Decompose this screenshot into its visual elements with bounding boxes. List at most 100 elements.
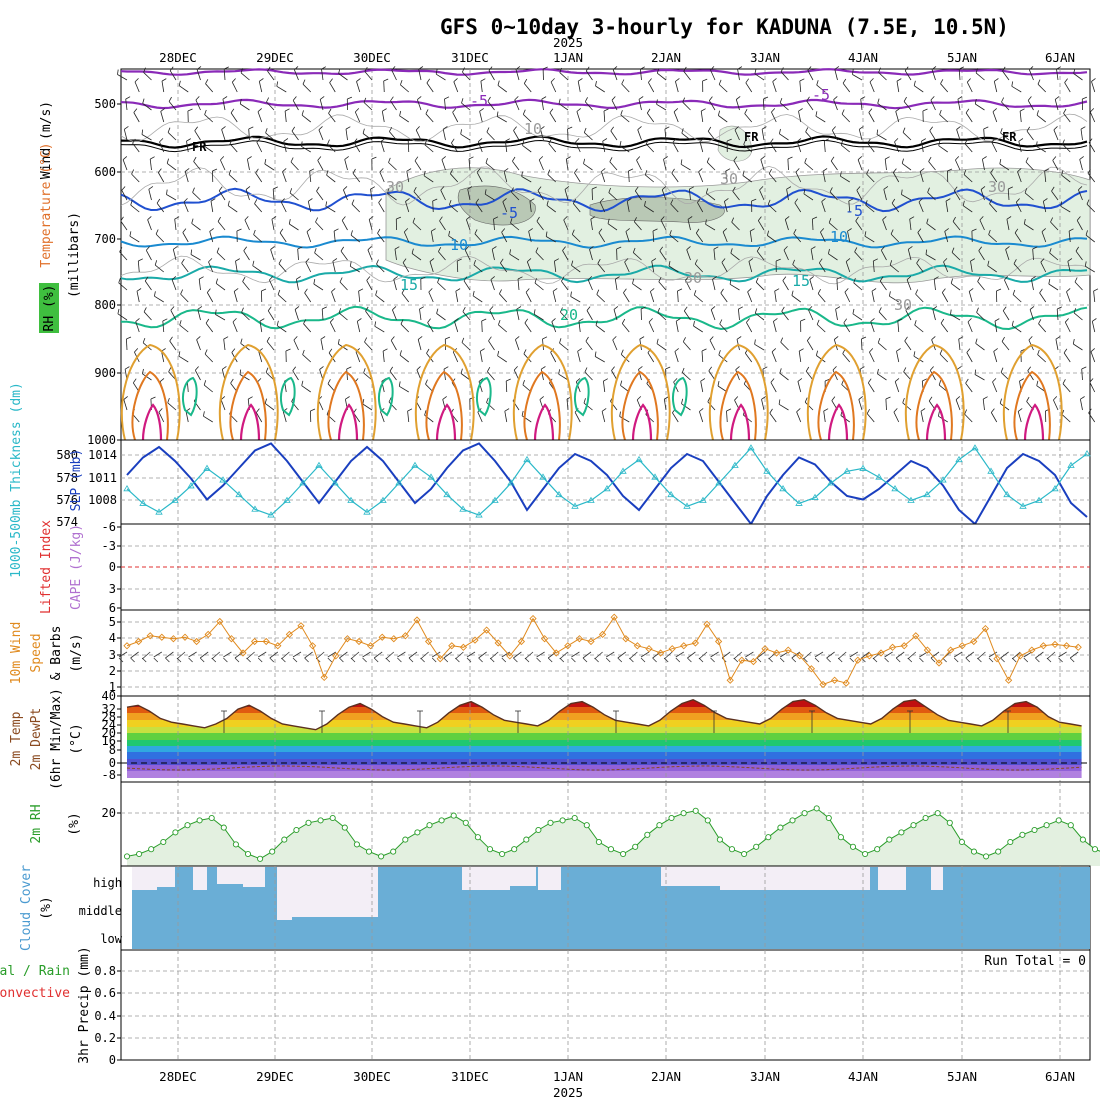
thickness-point (827, 479, 835, 486)
wind-barb-flag (585, 336, 589, 342)
wind-barb-flag (908, 246, 913, 250)
wind-barb-flag (1082, 96, 1088, 100)
wind-barb (392, 309, 397, 321)
label-thickness: 1000-500mb Thickness (dm) (9, 382, 24, 578)
wind-barb (975, 72, 985, 81)
wind-barb (664, 129, 667, 141)
rh-point (753, 843, 760, 850)
wind-barb (271, 219, 275, 231)
wind-barb (1036, 145, 1046, 153)
date-label-bottom: 30DEC (353, 1069, 391, 1084)
wind-barb (387, 193, 397, 201)
wind-barb (903, 371, 912, 381)
wind-barb (1061, 174, 1071, 183)
contour-30 (523, 370, 561, 441)
wind-barb (234, 651, 244, 659)
wind-barb-flag (804, 397, 808, 403)
wind-barb (731, 221, 740, 231)
wind-barb-flag (265, 128, 268, 134)
wind-barb-flag (523, 349, 527, 354)
wind-barb (955, 399, 961, 411)
wind-barb-flag (659, 246, 664, 252)
wind-barb-flag (215, 278, 218, 284)
rh-point (438, 817, 445, 824)
axis-tick-label: 0 (109, 756, 116, 770)
axis-tick-label: 0.2 (94, 1031, 116, 1045)
wind-barb (587, 279, 593, 291)
wind-barb (235, 261, 238, 273)
wind-barb (883, 189, 887, 201)
wind-barb-flag (686, 246, 691, 251)
wind-barb (326, 174, 336, 183)
wind-barb-flag (388, 397, 392, 403)
wind-barb-flag (235, 258, 241, 262)
wind-barb (321, 308, 324, 321)
wind-barb-flag (710, 306, 716, 311)
wind-barb (701, 350, 704, 363)
wind-barb-flag (1011, 657, 1017, 663)
wind-barb (821, 201, 826, 213)
wind-barb-flag (248, 126, 254, 130)
wind-barb-flag (589, 246, 594, 250)
wind-barb (1000, 651, 1009, 659)
wind-barb-flag (423, 170, 426, 176)
wind-barb-flag (302, 349, 305, 355)
wind-barb-flag (373, 657, 379, 663)
contour-label: 10 (830, 228, 848, 246)
thickness-point (299, 479, 307, 486)
wind-barb (1050, 221, 1059, 231)
wind-barb (353, 142, 361, 153)
wind-barb (989, 203, 998, 213)
wind-barb-flag (271, 216, 277, 220)
wind-barb (516, 309, 520, 321)
wind-barb (463, 280, 471, 291)
wind-barb-flag (620, 110, 623, 116)
wind-barb-flag (872, 657, 878, 663)
wind-barb-flag (390, 336, 395, 341)
wind-barb (504, 411, 508, 423)
wind-barb-flag (866, 409, 870, 414)
wind-barb (572, 203, 581, 213)
wind-barb (166, 163, 177, 171)
wind-barb-flag (1056, 66, 1061, 70)
wind-barb (1001, 341, 1010, 351)
rh-area (127, 808, 1100, 866)
wind-barb-flag (442, 126, 448, 130)
label-cloud-unit: (%) (39, 896, 54, 919)
wind-barb (442, 129, 446, 141)
wind-barb (491, 249, 495, 261)
wind-barb (497, 355, 507, 363)
wind-barb-flag (176, 657, 182, 663)
wind-barb-flag (615, 276, 620, 280)
rh-point (728, 846, 736, 853)
rh-point (862, 850, 869, 858)
thickness-tick: 580 (56, 448, 78, 462)
wind-barb-flag (962, 200, 965, 206)
wind-barb-flag (327, 379, 331, 384)
contour-35 (239, 403, 261, 441)
wind-barb (683, 71, 691, 81)
wind-barb-flag (976, 307, 979, 313)
wind-barb-flag (571, 260, 574, 266)
stability-grid (121, 524, 1090, 610)
wind-barb-flag (135, 318, 140, 322)
wind-barb-flag (513, 366, 518, 371)
wind-barb-flag (222, 366, 227, 370)
wind-barb-flag (466, 216, 471, 220)
wind-barb-flag (800, 318, 806, 322)
rh-point (620, 850, 627, 858)
wind-barb-flag (511, 187, 514, 193)
wind-barb-flag (767, 230, 769, 236)
wind-barb (1090, 351, 1096, 363)
wind-barb-flag (901, 158, 904, 164)
wind-barb (861, 651, 870, 659)
wind-barb-flag (841, 109, 845, 115)
wind-barb (417, 339, 422, 351)
thickness-point (443, 490, 451, 498)
wind-barb (222, 99, 226, 111)
thickness-point (379, 496, 387, 503)
wind-barb-flag (481, 318, 487, 322)
wind-barb-flag (770, 378, 775, 383)
wind-barb-flag (424, 410, 427, 416)
